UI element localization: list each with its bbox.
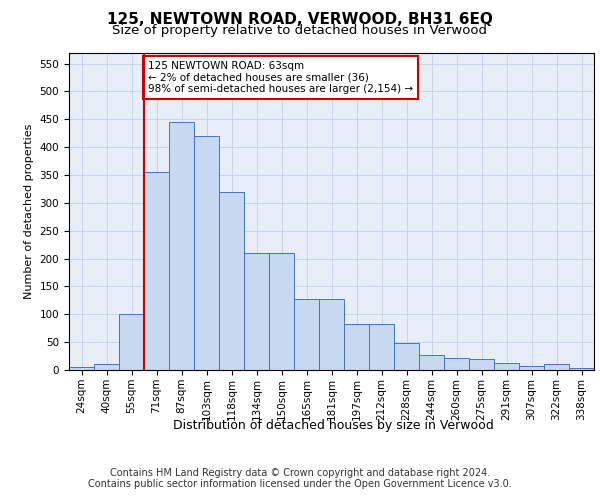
Bar: [469, 359, 494, 370]
Bar: [494, 363, 519, 370]
Text: Distribution of detached houses by size in Verwood: Distribution of detached houses by size …: [173, 420, 493, 432]
Bar: [394, 344, 419, 370]
Bar: [294, 300, 319, 370]
Text: 125, NEWTOWN ROAD, VERWOOD, BH31 6EQ: 125, NEWTOWN ROAD, VERWOOD, BH31 6EQ: [107, 12, 493, 28]
Bar: [519, 366, 544, 370]
Bar: [344, 324, 369, 370]
Bar: [119, 314, 144, 370]
Bar: [544, 364, 569, 370]
Text: Size of property relative to detached houses in Verwood: Size of property relative to detached ho…: [113, 24, 487, 37]
Bar: [419, 355, 444, 370]
Bar: [94, 364, 119, 370]
Bar: [269, 253, 294, 370]
Bar: [244, 253, 269, 370]
Text: 125 NEWTOWN ROAD: 63sqm
← 2% of detached houses are smaller (36)
98% of semi-det: 125 NEWTOWN ROAD: 63sqm ← 2% of detached…: [148, 61, 413, 94]
Text: Contains public sector information licensed under the Open Government Licence v3: Contains public sector information licen…: [88, 479, 512, 489]
Y-axis label: Number of detached properties: Number of detached properties: [24, 124, 34, 299]
Bar: [569, 368, 594, 370]
Bar: [169, 122, 194, 370]
Bar: [219, 192, 244, 370]
Bar: [319, 300, 344, 370]
Bar: [69, 367, 94, 370]
Text: Contains HM Land Registry data © Crown copyright and database right 2024.: Contains HM Land Registry data © Crown c…: [110, 468, 490, 477]
Bar: [144, 172, 169, 370]
Bar: [369, 324, 394, 370]
Bar: [444, 358, 469, 370]
Bar: [194, 136, 219, 370]
